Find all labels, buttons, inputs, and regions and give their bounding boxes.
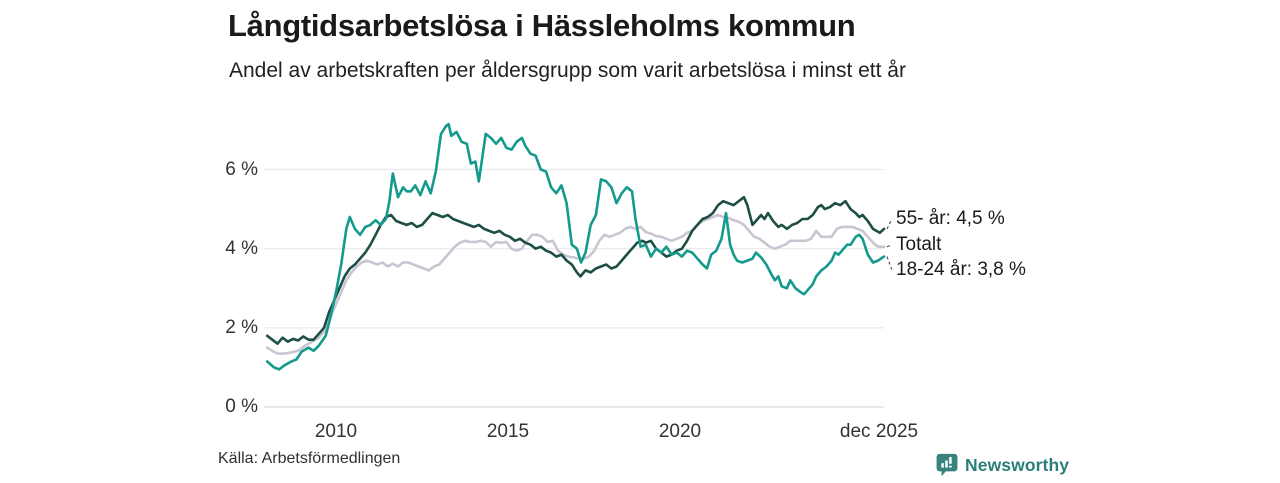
y-axis-tick-label: 6 % xyxy=(225,159,258,180)
source-caption: Källa: Arbetsförmedlingen xyxy=(218,450,401,467)
x-axis-tick-label: dec 2025 xyxy=(839,421,919,442)
y-axis-tick-label: 2 % xyxy=(225,317,258,338)
label-connector xyxy=(886,256,893,271)
x-axis-tick-label: 2010 xyxy=(314,421,358,442)
label-connector xyxy=(886,244,893,248)
label-connector xyxy=(886,218,893,230)
series-label-55-ar: 55- år: 4,5 % xyxy=(896,208,1005,229)
x-axis-tick-label: 2015 xyxy=(486,421,530,442)
series-label-18-24-ar: 18-24 år: 3,8 % xyxy=(896,259,1026,280)
y-axis-tick-label: 4 % xyxy=(225,238,258,259)
chart-subtitle: Andel av arbetskraften per åldersgrupp s… xyxy=(229,59,906,82)
newsworthy-icon xyxy=(936,453,958,478)
y-axis-tick-label: 0 % xyxy=(225,396,258,417)
chart-title: Långtidsarbetslösa i Hässleholms kommun xyxy=(228,8,856,43)
newsworthy-logo-text: Newsworthy xyxy=(965,455,1070,475)
series-line-55- år xyxy=(265,195,886,346)
x-axis-tick-label: 2020 xyxy=(658,421,702,442)
series-line-Totalt xyxy=(265,213,886,355)
series-label-totalt: Totalt xyxy=(896,234,942,255)
newsworthy-logo[interactable]: Newsworthy xyxy=(936,453,1069,478)
series-line-18-24 år xyxy=(265,122,886,371)
